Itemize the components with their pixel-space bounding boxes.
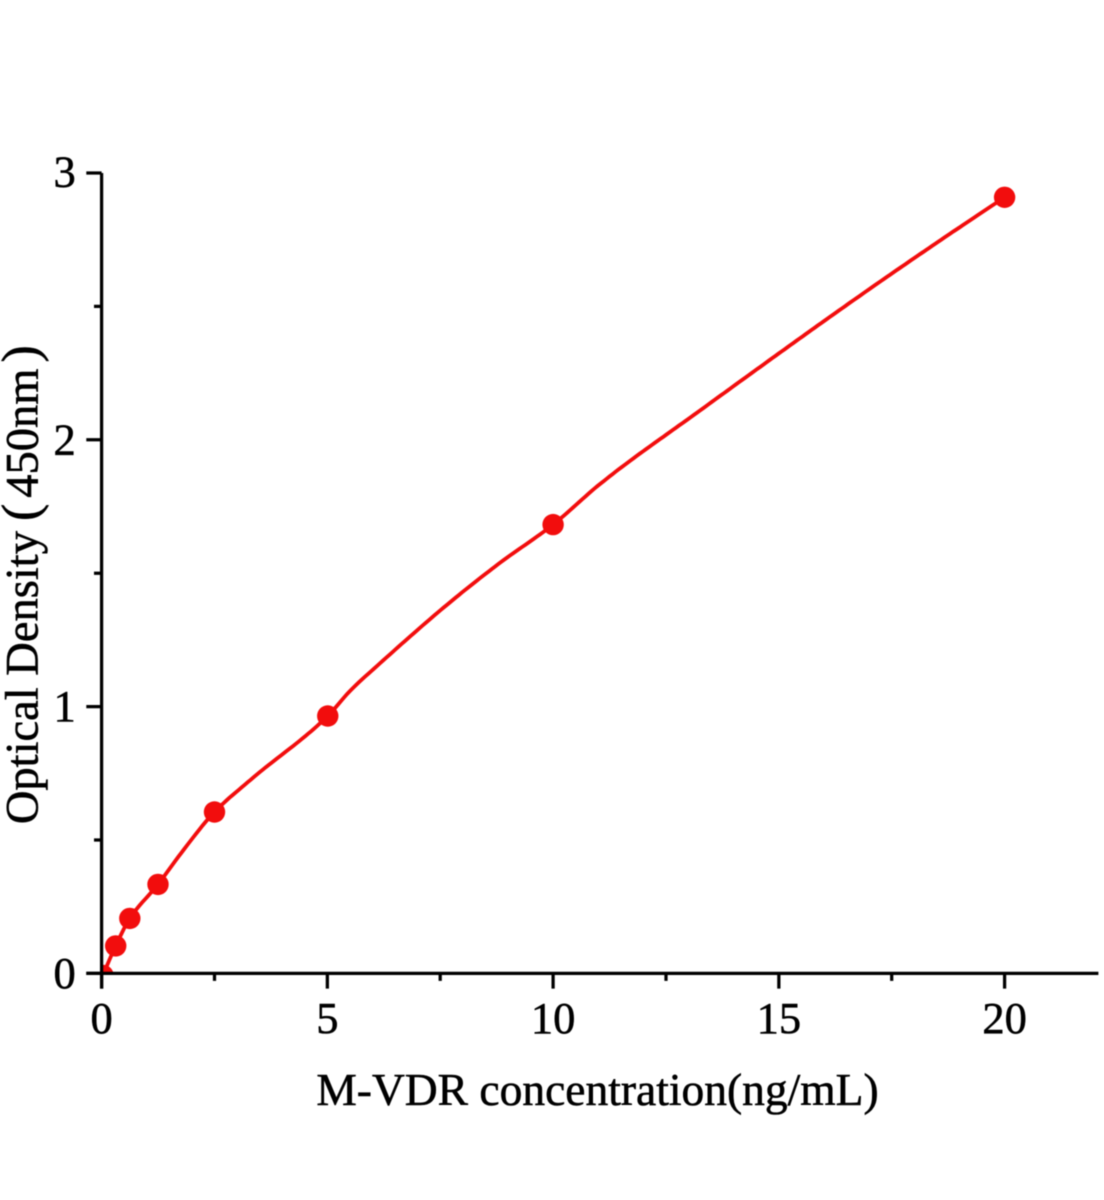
svg-text:0: 0 bbox=[53, 948, 75, 998]
svg-text:15: 15 bbox=[757, 993, 802, 1043]
svg-text:M-VDR concentration(ng/mL): M-VDR concentration(ng/mL) bbox=[316, 1064, 878, 1115]
svg-text:2: 2 bbox=[53, 414, 75, 464]
svg-text:0: 0 bbox=[90, 993, 112, 1043]
svg-text:3: 3 bbox=[53, 146, 75, 196]
svg-text:20: 20 bbox=[982, 993, 1027, 1043]
svg-text:1: 1 bbox=[53, 681, 75, 731]
svg-text:Optical Density(450nm): Optical Density(450nm) bbox=[0, 345, 49, 824]
svg-text:5: 5 bbox=[316, 993, 338, 1043]
svg-text:10: 10 bbox=[531, 993, 576, 1043]
